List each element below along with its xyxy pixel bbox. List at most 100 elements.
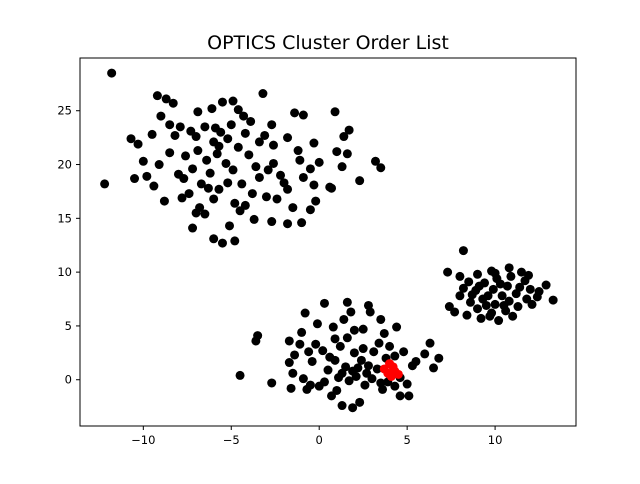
data-point: [328, 322, 338, 332]
data-point: [196, 179, 206, 189]
data-point: [516, 267, 526, 277]
data-point: [494, 316, 504, 326]
data-point: [506, 271, 516, 281]
data-point: [411, 356, 421, 366]
data-point: [244, 150, 254, 160]
data-point: [212, 149, 222, 159]
data-point: [348, 366, 358, 376]
data-point: [246, 116, 256, 126]
data-point: [214, 141, 224, 151]
data-point: [290, 108, 300, 118]
data-point: [483, 291, 493, 301]
data-point: [488, 284, 498, 294]
data-point: [230, 236, 240, 246]
data-point: [319, 377, 329, 387]
data-point: [188, 223, 198, 233]
data-point: [200, 122, 210, 132]
data-point: [335, 341, 345, 351]
x-tick-label: 10: [488, 433, 503, 447]
highlighted-point: [383, 368, 393, 378]
data-point: [395, 391, 405, 401]
data-point: [298, 374, 308, 384]
data-point: [161, 94, 171, 104]
data-point: [230, 198, 240, 208]
data-point: [304, 347, 314, 357]
data-point: [152, 91, 162, 101]
data-point: [402, 379, 412, 389]
data-point: [349, 348, 359, 358]
data-point: [513, 302, 523, 312]
data-point: [425, 338, 435, 348]
data-point: [348, 403, 358, 413]
data-point: [524, 270, 534, 280]
data-point: [284, 358, 294, 368]
data-point: [184, 189, 194, 199]
data-point: [235, 370, 245, 380]
data-point: [290, 350, 300, 360]
data-point: [214, 184, 224, 194]
data-point: [465, 297, 475, 307]
data-point: [342, 333, 352, 343]
data-point: [165, 148, 175, 158]
data-point: [253, 331, 263, 341]
x-axis: −10 −5 0 5 10: [131, 426, 502, 447]
data-point: [337, 401, 347, 411]
data-point: [392, 322, 402, 332]
y-axis: 0 5 10 15 20 25: [57, 104, 80, 387]
x-tick-label: 5: [403, 433, 410, 447]
data-point: [464, 277, 474, 287]
data-point: [233, 142, 243, 152]
data-point: [365, 307, 375, 317]
data-point: [372, 364, 382, 374]
data-point: [154, 160, 164, 170]
data-point: [100, 179, 110, 189]
data-point: [240, 128, 250, 138]
data-point: [276, 170, 286, 180]
data-point: [429, 363, 439, 373]
data-point: [481, 300, 491, 310]
data-point: [237, 179, 247, 189]
data-point: [490, 299, 500, 309]
data-point: [267, 378, 277, 388]
data-point: [458, 283, 468, 293]
data-point: [467, 290, 477, 300]
data-point: [378, 384, 388, 394]
data-point: [298, 172, 308, 182]
data-point: [202, 155, 212, 165]
data-point: [309, 180, 319, 190]
data-point: [181, 151, 191, 161]
data-point: [362, 368, 372, 378]
data-point: [226, 120, 236, 130]
data-point: [297, 327, 307, 337]
data-point: [360, 380, 370, 390]
data-point: [497, 291, 507, 301]
data-point: [307, 356, 317, 366]
data-point: [455, 271, 465, 281]
data-point: [341, 362, 351, 372]
x-tick-label: 0: [316, 433, 323, 447]
data-point: [490, 268, 500, 278]
data-point: [344, 125, 354, 135]
data-point: [254, 172, 264, 182]
data-point: [207, 104, 217, 114]
data-point: [228, 165, 238, 175]
data-point: [379, 328, 389, 338]
data-point: [170, 130, 180, 140]
data-point: [138, 156, 148, 166]
data-point: [504, 263, 514, 273]
data-point: [473, 304, 483, 314]
highlighted-point: [393, 369, 403, 379]
data-point: [332, 147, 342, 157]
data-point: [318, 346, 328, 356]
data-point: [288, 368, 298, 378]
data-point: [334, 373, 344, 383]
data-point: [209, 234, 219, 244]
data-point: [330, 334, 340, 344]
data-point: [156, 111, 166, 121]
y-tick-label: 0: [65, 373, 72, 387]
data-point: [249, 214, 259, 224]
data-point: [420, 349, 430, 359]
y-tick-label: 15: [57, 211, 72, 225]
data-point: [404, 391, 414, 401]
